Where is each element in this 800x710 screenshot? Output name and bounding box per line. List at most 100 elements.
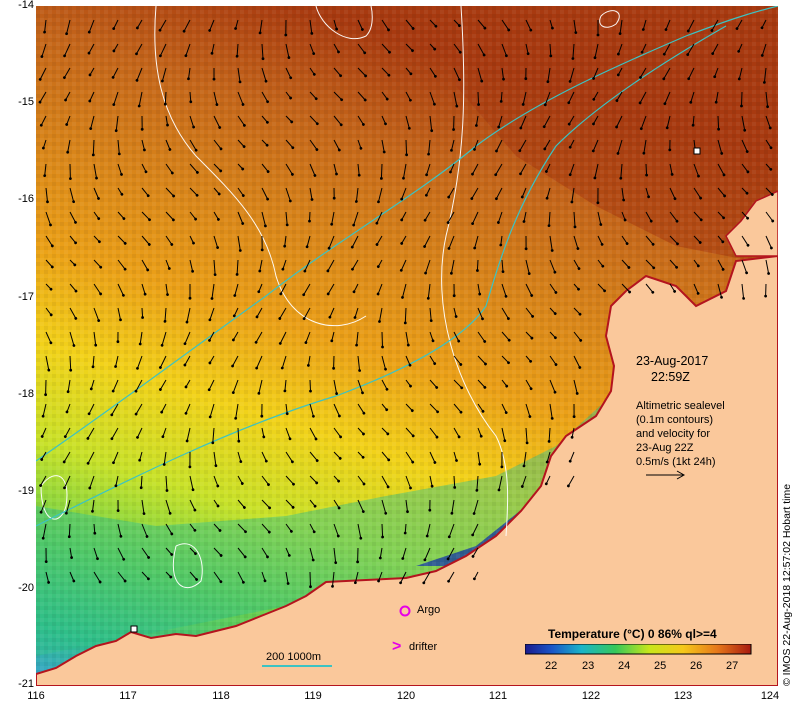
velocity-arrow [309, 427, 318, 441]
velocity-arrow [45, 283, 53, 291]
velocity-arrow [184, 403, 191, 415]
velocity-arrow [471, 211, 479, 226]
velocity-arrow [592, 115, 599, 126]
velocity-arrow [161, 67, 167, 83]
velocity-arrow [717, 211, 725, 220]
velocity-arrow [261, 187, 270, 201]
velocity-arrow [693, 187, 702, 200]
velocity-arrow [741, 235, 750, 247]
velocity-arrow [447, 523, 455, 539]
velocity-arrow [42, 139, 47, 150]
velocity-arrow [765, 259, 770, 275]
velocity-arrow [765, 187, 774, 196]
velocity-arrow [518, 139, 527, 153]
velocity-arrow [309, 163, 317, 177]
velocity-arrow [184, 43, 191, 58]
velocity-arrow [638, 91, 647, 105]
velocity-arrow [189, 259, 195, 273]
velocity-arrow [62, 67, 71, 79]
velocity-arrow [93, 211, 101, 221]
velocity-arrow [765, 235, 773, 250]
velocity-arrow [261, 211, 267, 228]
velocity-arrow [254, 331, 263, 344]
velocity-arrow [642, 139, 647, 155]
velocity-arrow [765, 211, 775, 223]
velocity-arrow [261, 43, 265, 61]
velocity-arrow [401, 283, 407, 299]
velocity-arrow [111, 379, 119, 393]
velocity-arrow [453, 307, 458, 318]
velocity-arrow [453, 67, 461, 82]
velocity-arrow [378, 307, 383, 323]
altimetry-note-line: 23-Aug 22Z [636, 442, 694, 454]
velocity-arrow [62, 451, 71, 464]
velocity-arrow [686, 19, 695, 33]
velocity-arrow [591, 139, 599, 153]
velocity-arrow [88, 475, 95, 490]
velocity-arrow [545, 187, 551, 200]
velocity-arrow [429, 475, 434, 488]
velocity-arrow [208, 403, 215, 419]
velocity-arrow [573, 307, 582, 316]
velocity-arrow [765, 91, 769, 109]
velocity-arrow [326, 259, 335, 273]
velocity-arrow [549, 235, 554, 252]
velocity-arrow [446, 211, 455, 225]
velocity-arrow [41, 403, 47, 418]
velocity-arrow [477, 67, 484, 83]
velocity-arrow [213, 115, 222, 129]
velocity-arrow [549, 403, 554, 420]
velocity-arrow [237, 163, 245, 171]
velocity-arrow [568, 67, 575, 83]
isobath-1000m [36, 6, 778, 462]
velocity-arrow [357, 43, 367, 55]
velocity-arrow [405, 115, 411, 130]
lat-label: -21 [18, 678, 34, 690]
velocity-arrow [87, 43, 95, 55]
velocity-arrow [211, 427, 215, 445]
velocity-arrow [234, 19, 239, 30]
velocity-arrow [333, 139, 341, 152]
velocity-arrow [139, 475, 143, 490]
velocity-arrow [405, 67, 413, 76]
velocity-arrow [501, 67, 505, 81]
velocity-arrow [189, 211, 198, 221]
velocity-arrow [261, 547, 269, 559]
velocity-arrow [639, 67, 647, 79]
velocity-arrow [285, 547, 291, 557]
velocity-arrow [117, 163, 123, 176]
velocity-arrow [161, 427, 167, 439]
colorbar-tick: 26 [690, 660, 703, 672]
velocity-arrow [570, 427, 575, 439]
velocity-arrow [45, 211, 52, 227]
velocity-arrow [429, 307, 433, 323]
velocity-arrow [235, 259, 239, 276]
velocity-arrow [567, 91, 575, 105]
velocity-arrow [477, 19, 487, 30]
velocity-arrow [593, 163, 599, 180]
velocity-arrow [573, 19, 578, 35]
velocity-arrow [357, 427, 365, 436]
velocity-arrow [377, 187, 383, 204]
velocity-arrow [621, 235, 629, 246]
velocity-arrow [89, 115, 95, 130]
velocity-arrow [381, 475, 390, 489]
velocity-arrow [69, 571, 76, 583]
velocity-arrow [592, 91, 599, 101]
velocity-arrow [303, 259, 311, 273]
velocity-arrow [158, 19, 167, 32]
velocity-arrow [475, 259, 479, 272]
velocity-arrow [165, 211, 175, 222]
velocity-arrow [165, 523, 174, 536]
velocity-arrow [141, 523, 149, 538]
velocity-arrow [376, 283, 383, 296]
velocity-arrow [618, 19, 623, 36]
velocity-arrow [43, 163, 47, 178]
velocity-arrow [93, 163, 98, 180]
velocity-arrow [279, 283, 287, 296]
velocity-arrow [352, 211, 359, 227]
velocity-arrow [285, 139, 295, 150]
velocity-arrow [403, 523, 407, 535]
velocity-arrow [45, 331, 53, 345]
velocity-arrow [309, 43, 316, 55]
